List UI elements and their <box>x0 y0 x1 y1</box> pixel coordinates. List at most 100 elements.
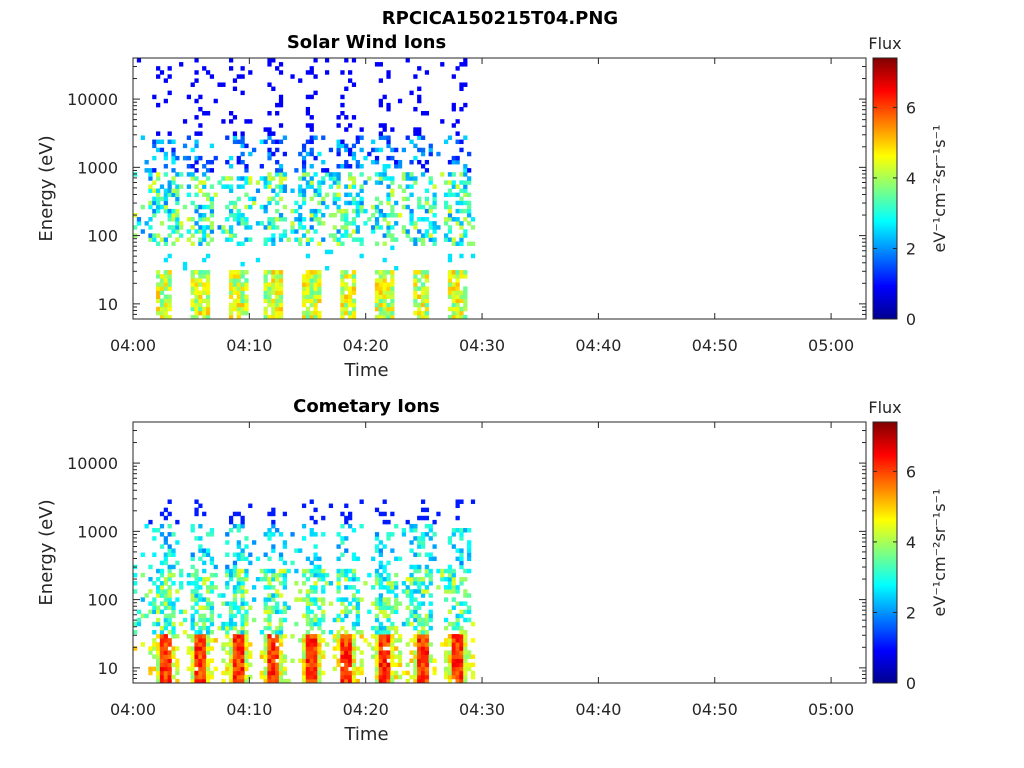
spectrogram-cell <box>228 270 234 275</box>
spectrogram-cell <box>140 229 145 234</box>
spectrogram-cell <box>244 674 249 680</box>
spectrogram-cell <box>133 589 138 594</box>
spectrogram-cell <box>240 282 245 287</box>
spectrogram-cell <box>205 233 211 238</box>
spectrogram-cell <box>209 74 215 79</box>
spectrogram-cell <box>152 168 157 173</box>
spectrogram-cell <box>309 274 314 279</box>
spectrogram-cell <box>228 621 234 627</box>
spectrogram-cell <box>248 552 253 557</box>
spectrogram-cell <box>271 678 276 684</box>
spectrogram-cell <box>263 310 268 316</box>
spectrogram-cell <box>194 585 199 590</box>
spectrogram-cell <box>240 597 245 602</box>
spectrogram-cell <box>459 221 464 226</box>
spectrogram-cell <box>340 70 345 75</box>
spectrogram-cell <box>263 638 268 643</box>
spectrogram-cell <box>152 180 157 185</box>
spectrogram-cell <box>390 609 395 615</box>
spectrogram-cell <box>355 605 360 610</box>
spectrogram-cell <box>275 654 280 659</box>
spectrogram-cell <box>182 204 188 210</box>
spectrogram-cell <box>309 278 314 283</box>
spectrogram-cell <box>240 306 245 312</box>
spectrogram-cell <box>163 605 168 610</box>
spectrogram-cell <box>179 609 184 615</box>
spectrogram-cell <box>328 629 334 635</box>
spectrogram-cell <box>263 666 268 672</box>
spectrogram-cell <box>420 274 426 279</box>
spectrogram-cell <box>309 282 314 287</box>
spectrogram-cell <box>301 302 307 308</box>
spectrogram-cell <box>378 131 383 136</box>
spectrogram-cell <box>428 176 433 181</box>
spectrogram-cell <box>401 229 407 234</box>
spectrogram-cell <box>313 532 318 537</box>
spectrogram-cell <box>428 642 433 647</box>
spectrogram-cell <box>417 98 422 104</box>
spectrogram-cell <box>344 605 349 610</box>
spectrogram-cell <box>186 192 191 198</box>
spectrogram-cell <box>455 192 460 198</box>
spectrogram-cell <box>205 310 211 316</box>
spectrogram-cell <box>301 642 307 647</box>
spectrogram-cell <box>344 662 349 668</box>
spectrogram-cell <box>240 184 245 189</box>
spectrogram-cell <box>267 666 272 672</box>
spectrogram-cell <box>313 310 318 316</box>
spectrogram-cell <box>228 609 234 615</box>
spectrogram-cell <box>290 225 295 230</box>
spectrogram-cell <box>378 654 383 659</box>
spectrogram-cell <box>275 650 280 655</box>
spectrogram-cell <box>205 302 211 308</box>
spectrogram-cell <box>190 290 195 295</box>
spectrogram-cell <box>301 670 307 676</box>
spectrogram-cell <box>344 654 349 659</box>
spectrogram-cell <box>313 564 318 570</box>
spectrogram-cell <box>336 634 341 639</box>
spectrogram-cell <box>259 674 264 680</box>
spectrogram-cell <box>133 629 138 635</box>
spectrogram-cell <box>267 511 272 517</box>
spectrogram-cell <box>340 208 345 214</box>
spectrogram-cell <box>405 519 410 525</box>
spectrogram-cell <box>386 662 391 668</box>
spectrogram-cell <box>171 155 176 161</box>
spectrogram-cell <box>313 634 318 639</box>
spectrogram-cell <box>317 564 322 570</box>
spectrogram-cell <box>263 642 268 647</box>
spectrogram-cell <box>413 221 418 226</box>
spectrogram-cell <box>463 192 468 198</box>
spectrogram-cell <box>348 511 353 517</box>
spectrogram-cell <box>336 597 341 602</box>
spectrogram-cell <box>424 298 430 304</box>
spectrogram-cell <box>447 621 453 627</box>
spectrogram-cell <box>205 196 211 202</box>
spectrogram-cell <box>382 217 387 222</box>
spectrogram-cell <box>409 589 414 594</box>
spectrogram-cell <box>463 670 468 676</box>
spectrogram-cell <box>225 662 230 668</box>
spectrogram-cell <box>424 290 430 295</box>
spectrogram-cell <box>313 646 318 651</box>
spectrogram-cell <box>194 192 199 198</box>
spectrogram-cell <box>255 576 261 582</box>
spectrogram-cell <box>447 237 453 242</box>
spectrogram-cell <box>263 225 268 230</box>
spectrogram-cell <box>309 646 314 651</box>
spectrogram-cell <box>359 164 364 169</box>
spectrogram-cell <box>236 585 241 590</box>
spectrogram-cell <box>317 274 322 279</box>
spectrogram-cell <box>163 196 168 202</box>
spectrogram-cell <box>424 274 430 279</box>
spectrogram-cell <box>386 585 391 590</box>
spectrogram-cell <box>348 200 353 206</box>
spectrogram-cell <box>240 515 245 521</box>
spectrogram-cell <box>413 650 418 655</box>
spectrogram-cell <box>175 225 180 230</box>
spectrogram-cell <box>144 168 149 173</box>
spectrogram-cell <box>378 560 383 566</box>
colorbar <box>872 57 898 320</box>
spectrogram-cell <box>355 225 360 230</box>
